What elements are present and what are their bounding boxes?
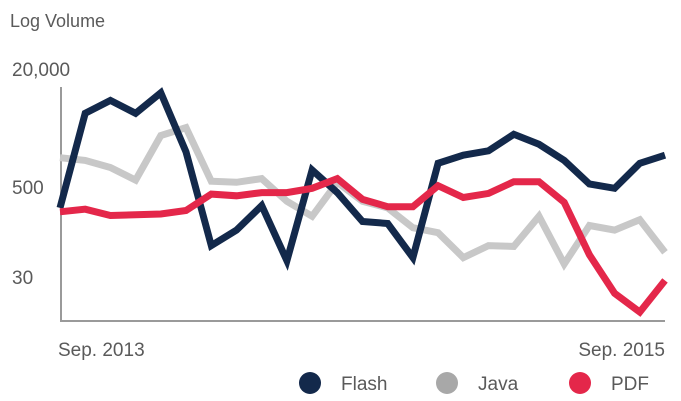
series-layer (56, 87, 668, 317)
legend-label-flash: Flash (341, 374, 387, 395)
series-line-pdf (59, 174, 668, 317)
legend: Flash Java PDF (299, 372, 649, 395)
x-tick-label-end: Sep. 2015 (578, 340, 665, 361)
legend-label-pdf: PDF (611, 374, 649, 395)
legend-marker-flash (299, 372, 321, 394)
x-tick-label-start: Sep. 2013 (58, 340, 145, 361)
y-axis-title: Log Volume (10, 11, 105, 31)
y-tick-labels: 20,000 500 30 (12, 60, 70, 289)
y-tick-label-1: 500 (12, 178, 44, 199)
legend-marker-java (436, 372, 458, 394)
legend-label-java: Java (478, 374, 519, 395)
series-line-flash (56, 87, 667, 271)
legend-marker-pdf (569, 372, 591, 394)
y-tick-label-2: 30 (12, 268, 33, 289)
y-tick-label-0: 20,000 (12, 60, 70, 81)
